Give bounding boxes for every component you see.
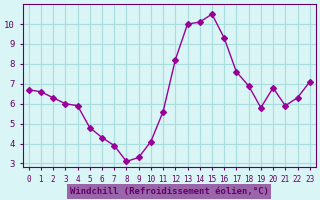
X-axis label: Windchill (Refroidissement éolien,°C): Windchill (Refroidissement éolien,°C) <box>70 187 268 196</box>
